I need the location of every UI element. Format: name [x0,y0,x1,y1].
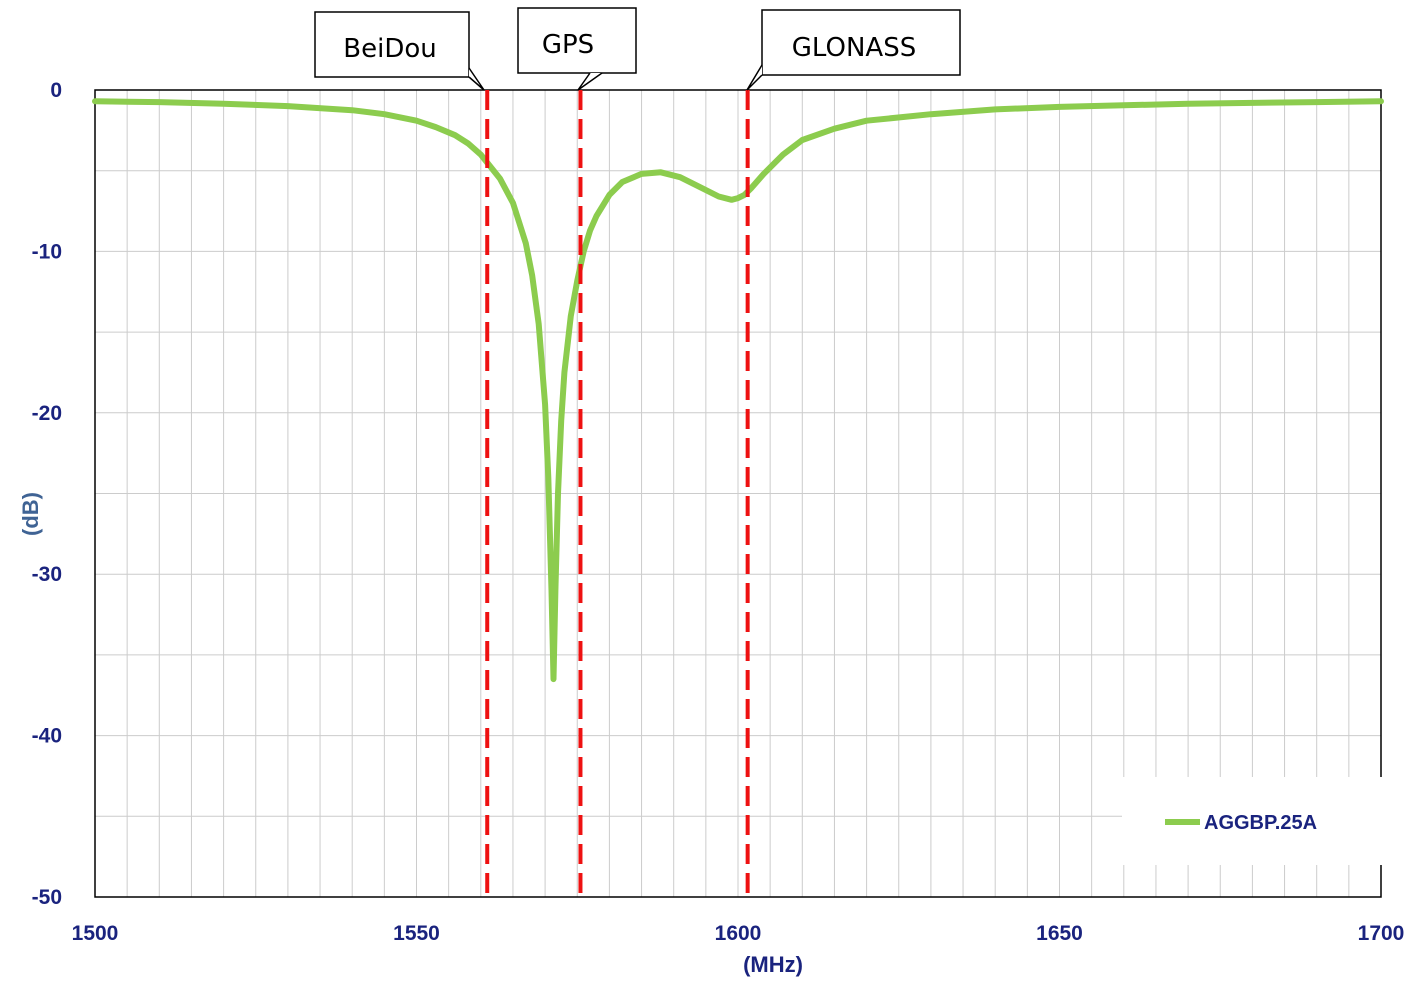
y-axis-title: (dB) [18,492,43,536]
callout-gps: GPS [517,7,637,91]
callout-pointer [577,72,603,91]
callout-box [314,11,470,78]
y-tick-labels: 0 -10 -20 -30 -40 -50 [32,79,62,909]
y-tick-label: -40 [32,725,62,748]
callout-beidou: BeiDou [314,11,485,91]
x-tick-label: 1650 [1036,922,1083,945]
callout-label: GPS [542,30,594,60]
x-axis-title: (MHz) [743,952,803,977]
callout-pointer [468,67,485,91]
y-tick-label: -50 [32,886,62,909]
plot-frame [94,89,1382,898]
callout-label: BeiDou [343,34,436,64]
x-tick-label: 1600 [715,922,762,945]
x-tick-labels: 1500 1550 1600 1650 1700 [72,922,1405,945]
callout-pointer [746,64,763,91]
callout-box [517,7,637,74]
y-tick-label: -10 [32,240,62,263]
x-tick-label: 1500 [72,922,119,945]
x-tick-label: 1700 [1358,922,1405,945]
grid [95,90,1381,897]
x-tick-label: 1550 [393,922,440,945]
callout-glonass: GLONASS [746,9,961,91]
legend-label: AGGBP.25A [1204,812,1317,834]
y-tick-label: -20 [32,402,62,425]
callouts-group: BeiDou GPS GLONASS [314,7,961,91]
y-tick-label: -30 [32,563,62,586]
legend: AGGBP.25A [1122,777,1384,865]
callout-box [761,9,961,76]
y-tick-label: 0 [50,79,62,102]
markers-group [485,90,750,897]
callout-label: GLONASS [792,33,916,63]
